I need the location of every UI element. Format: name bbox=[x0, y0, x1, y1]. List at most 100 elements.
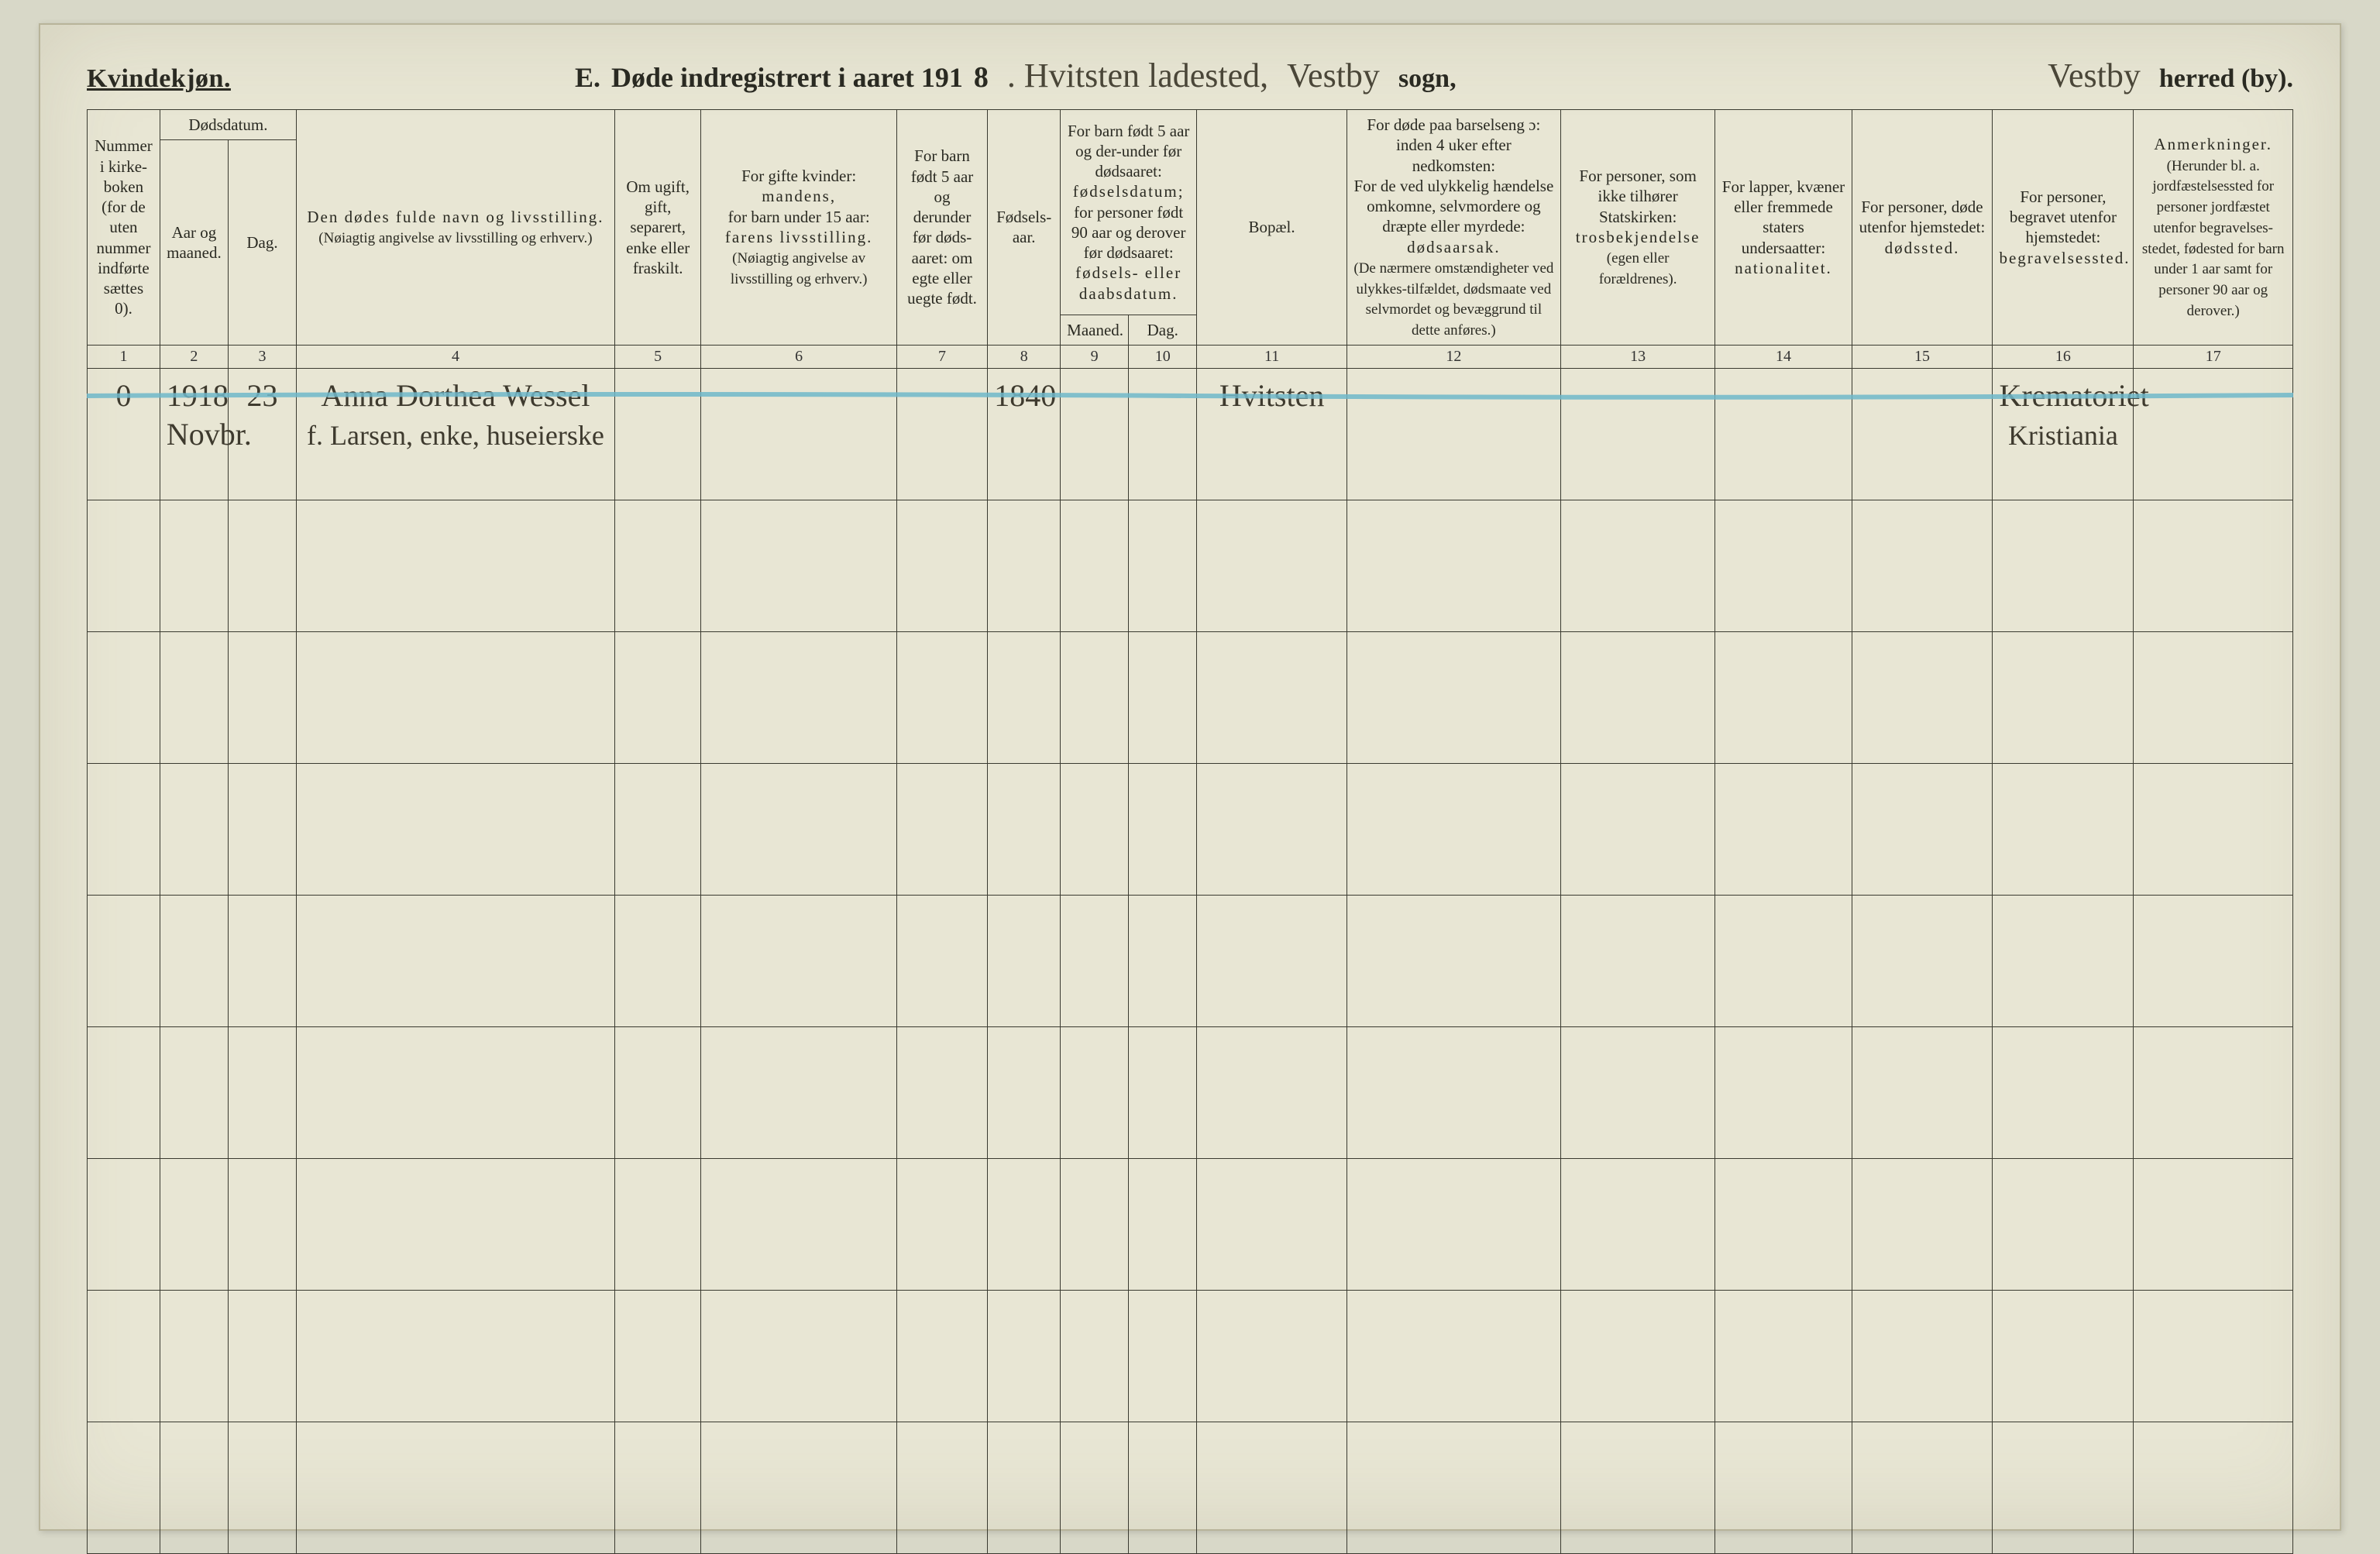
table-row bbox=[88, 895, 2293, 1026]
cell bbox=[896, 895, 987, 1026]
c14-b: nationalitet. bbox=[1735, 259, 1832, 277]
cell bbox=[1852, 895, 1993, 1026]
cell bbox=[1346, 368, 1560, 500]
col-9-10-group: For barn født 5 aar og der-under før død… bbox=[1061, 110, 1197, 315]
col-17-header: Anmerkninger. (Herunder bl. a. jordfæste… bbox=[2134, 110, 2293, 346]
cell bbox=[88, 1026, 160, 1158]
cell bbox=[1715, 368, 1852, 500]
cell bbox=[614, 368, 701, 500]
colnum: 10 bbox=[1129, 345, 1197, 368]
cell bbox=[2134, 1026, 2293, 1158]
cell bbox=[1197, 500, 1347, 631]
cell bbox=[1560, 368, 1715, 500]
cell bbox=[896, 763, 987, 895]
table-row bbox=[88, 631, 2293, 763]
col-7-header: For barn født 5 aar og derunder før døds… bbox=[896, 110, 987, 346]
cell bbox=[228, 1290, 296, 1422]
cell bbox=[988, 1158, 1061, 1290]
c6-a: For gifte kvinder: bbox=[741, 167, 856, 185]
c16-a: For personer, begravet utenfor hjemstede… bbox=[2010, 187, 2117, 247]
cell bbox=[614, 763, 701, 895]
cell bbox=[2134, 1422, 2293, 1553]
cell bbox=[1852, 1422, 1993, 1553]
cell bbox=[701, 1158, 896, 1290]
gender-heading: Kvindekjøn. bbox=[87, 64, 231, 94]
cell bbox=[160, 763, 228, 895]
cell bbox=[297, 895, 615, 1026]
cell bbox=[297, 631, 615, 763]
colnum: 17 bbox=[2134, 345, 2293, 368]
cell bbox=[701, 631, 896, 763]
cell bbox=[1197, 631, 1347, 763]
c6-d: farens livsstilling. bbox=[725, 228, 873, 246]
colnum: 8 bbox=[988, 345, 1061, 368]
colnum: 16 bbox=[1993, 345, 2134, 368]
cell bbox=[1346, 895, 1560, 1026]
c12-b: For de ved ulykkelig hændelse omkomne, s… bbox=[1353, 177, 1553, 236]
cell bbox=[896, 1422, 987, 1553]
cell bbox=[1715, 1290, 1852, 1422]
cell bbox=[88, 895, 160, 1026]
col-14-header: For lapper, kvæner eller fremmede stater… bbox=[1715, 110, 1852, 346]
cell bbox=[1852, 500, 1993, 631]
col-12-header: For døde paa barselseng ɔ: inden 4 uker … bbox=[1346, 110, 1560, 346]
colnum: 2 bbox=[160, 345, 228, 368]
cell bbox=[1560, 631, 1715, 763]
cell bbox=[1346, 500, 1560, 631]
cell bbox=[1129, 895, 1197, 1026]
cell bbox=[1993, 1290, 2134, 1422]
cell bbox=[160, 1422, 228, 1553]
c17-b: (Herunder bl. a. jordfæstelsessted for p… bbox=[2142, 158, 2285, 319]
cell bbox=[1197, 763, 1347, 895]
cell bbox=[160, 895, 228, 1026]
cell bbox=[988, 1422, 1061, 1553]
cell bbox=[988, 763, 1061, 895]
cell bbox=[1061, 368, 1129, 500]
cell bbox=[701, 895, 896, 1026]
cell bbox=[1061, 1422, 1129, 1553]
cell bbox=[896, 500, 987, 631]
place-handwritten: . Hvitsten ladested, bbox=[1007, 56, 1268, 95]
cell bbox=[1993, 1422, 2134, 1553]
herred-handwritten: Vestby bbox=[2048, 56, 2141, 95]
cell bbox=[896, 1158, 987, 1290]
cell bbox=[701, 1290, 896, 1422]
c6-c: for barn under 15 aar: bbox=[728, 208, 870, 226]
cell bbox=[1715, 895, 1852, 1026]
cell: 1840 bbox=[988, 368, 1061, 500]
c4-line1: Den dødes fulde navn og livsstilling. bbox=[307, 208, 604, 226]
col-3-dag: Dag. bbox=[228, 140, 296, 346]
cell bbox=[297, 1290, 615, 1422]
cell bbox=[88, 1422, 160, 1553]
c13-b: trosbekjendelse bbox=[1576, 228, 1701, 246]
cell bbox=[1993, 895, 2134, 1026]
cell bbox=[614, 1026, 701, 1158]
cell bbox=[228, 763, 296, 895]
cell bbox=[1197, 1158, 1347, 1290]
cell bbox=[1346, 631, 1560, 763]
cell bbox=[1061, 1290, 1129, 1422]
cell bbox=[88, 763, 160, 895]
cell bbox=[1061, 895, 1129, 1026]
cell: 1918Novbr. bbox=[160, 368, 228, 500]
cell bbox=[228, 500, 296, 631]
c15-b: dødssted. bbox=[1885, 239, 1960, 257]
cell bbox=[1197, 895, 1347, 1026]
cell bbox=[614, 1158, 701, 1290]
cell bbox=[614, 895, 701, 1026]
cell bbox=[1197, 1290, 1347, 1422]
col-10-dag: Dag. bbox=[1129, 315, 1197, 345]
cell bbox=[1061, 1158, 1129, 1290]
cell bbox=[1715, 1158, 1852, 1290]
cell bbox=[1715, 1026, 1852, 1158]
table-row bbox=[88, 1422, 2293, 1553]
cell bbox=[701, 500, 896, 631]
cell bbox=[2134, 895, 2293, 1026]
sogn-handwritten: Vestby bbox=[1287, 56, 1380, 95]
colnum: 14 bbox=[1715, 345, 1852, 368]
cell bbox=[1993, 500, 2134, 631]
c9-c: for personer født 90 aar og derover før … bbox=[1071, 203, 1186, 263]
cell bbox=[1129, 1422, 1197, 1553]
herred-label: herred (by). bbox=[2159, 64, 2293, 94]
c4-line2: (Nøiagtig angivelse av livsstilling og e… bbox=[318, 230, 592, 246]
